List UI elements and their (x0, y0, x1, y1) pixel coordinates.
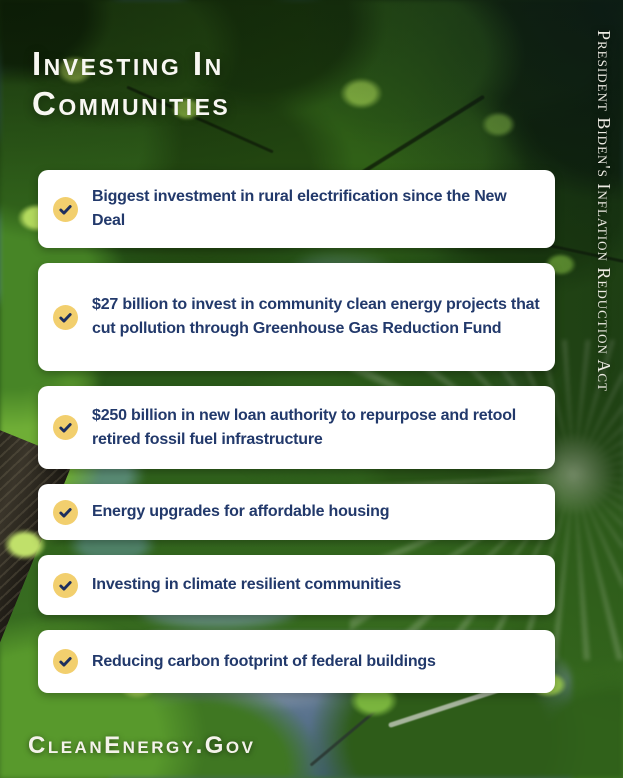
check-icon (53, 304, 78, 330)
benefit-text: $27 billion to invest in community clean… (92, 296, 540, 337)
check-icon (53, 649, 78, 674)
benefit-text: Reducing carbon footprint of federal bui… (92, 652, 436, 670)
check-icon (53, 572, 78, 598)
benefit-text: $250 billion in new loan authority to re… (92, 406, 517, 448)
benefit-card: $27 billion to invest in community clean… (38, 263, 555, 371)
title-line-2: Communities (32, 85, 231, 122)
check-icon (53, 499, 78, 525)
benefit-card: Investing in climate resilient communiti… (38, 555, 555, 615)
benefit-card: $250 billion in new loan authority to re… (38, 386, 555, 469)
benefit-card: Energy upgrades for affordable housing (38, 484, 555, 540)
benefit-text: Biggest investment in rural electrificat… (92, 188, 507, 229)
benefit-card: Biggest investment in rural electrificat… (38, 170, 555, 248)
benefit-card-list: Biggest investment in rural electrificat… (38, 170, 555, 693)
title-line-1: Investing In (32, 45, 224, 82)
benefit-text: Investing in climate resilient communiti… (92, 576, 402, 593)
benefit-card: Reducing carbon footprint of federal bui… (38, 630, 555, 693)
footer-url: CleanEnergy.Gov (28, 732, 256, 759)
check-icon (53, 196, 78, 222)
page-title: Investing In Communities (32, 44, 230, 124)
check-icon (53, 415, 78, 440)
benefit-text: Energy upgrades for affordable housing (92, 503, 390, 520)
side-banner: President Biden's Inflation Reduction Ac… (594, 30, 614, 392)
